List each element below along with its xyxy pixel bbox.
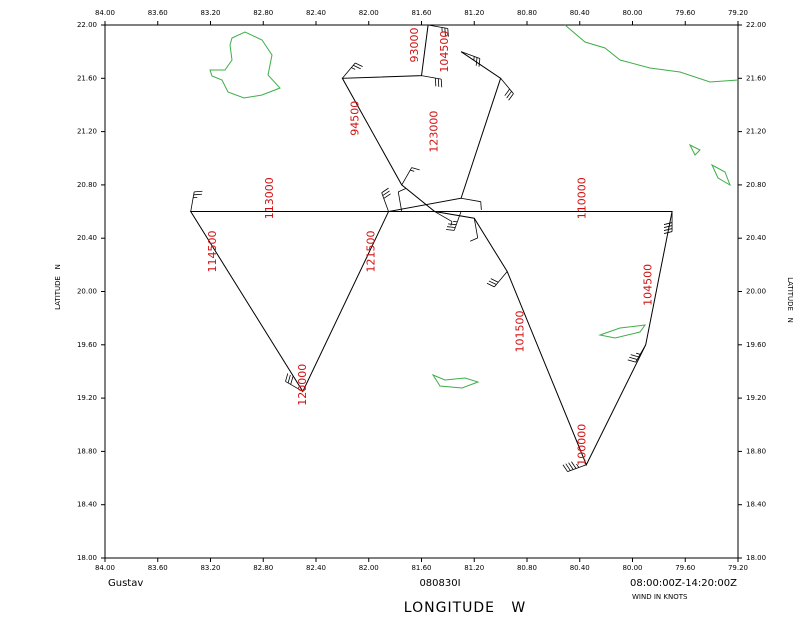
units-note: WIND IN KNOTS xyxy=(632,593,688,601)
y-tick-label: 21.20 xyxy=(77,128,97,136)
wind-barb xyxy=(470,218,479,242)
x-tick-label: 83.20 xyxy=(200,564,220,572)
time-label: 94500 xyxy=(349,101,362,136)
time-label: 104500 xyxy=(438,31,451,73)
x-tick-label: 84.00 xyxy=(95,564,115,572)
y-tick-label-right: 19.60 xyxy=(746,341,766,349)
y-axis-label: LATITUDE N xyxy=(54,264,62,310)
date-label: 080830I xyxy=(419,578,460,589)
wind-barb xyxy=(190,190,203,212)
wind-barb xyxy=(500,78,514,101)
time-label: 123000 xyxy=(428,111,441,153)
wind-barb xyxy=(663,211,673,234)
wind-barb xyxy=(428,24,449,37)
y-tick-label: 18.80 xyxy=(77,447,97,455)
x-tick-label: 81.60 xyxy=(411,564,431,572)
time-label: 110000 xyxy=(575,177,588,219)
time-range: 08:00:00Z-14:20:00Z xyxy=(630,578,737,589)
y-tick-label: 18.40 xyxy=(77,501,97,509)
y-tick-label: 21.60 xyxy=(77,74,97,82)
time-label: 100000 xyxy=(575,424,588,466)
x-tick-label-top: 83.60 xyxy=(148,9,168,17)
y-tick-label-right: 19.20 xyxy=(746,394,766,402)
wind-barb xyxy=(421,75,443,88)
x-tick-label-top: 82.80 xyxy=(253,9,273,17)
y-tick-label: 20.00 xyxy=(77,288,97,296)
x-tick-label-top: 82.40 xyxy=(306,9,326,17)
x-tick-label-top: 80.80 xyxy=(517,9,537,17)
x-tick-label: 83.60 xyxy=(148,564,168,572)
y-tick-label-right: 20.40 xyxy=(746,234,766,242)
x-tick-label: 82.40 xyxy=(306,564,326,572)
storm-name: Gustav xyxy=(108,578,143,589)
y-tick-label: 22.00 xyxy=(77,21,97,29)
x-tick-label-top: 81.20 xyxy=(464,9,484,17)
time-label: 114500 xyxy=(206,231,219,273)
wind-barb xyxy=(381,187,391,212)
y-tick-label: 20.40 xyxy=(77,234,97,242)
y-tick-label-right: 20.80 xyxy=(746,181,766,189)
x-tick-label: 80.40 xyxy=(570,564,590,572)
x-tick-label: 80.80 xyxy=(517,564,537,572)
x-tick-label-top: 82.00 xyxy=(359,9,379,17)
time-label: 121500 xyxy=(364,231,377,273)
y-tick-label-right: 20.00 xyxy=(746,288,766,296)
y-tick-label-right: 18.00 xyxy=(746,554,766,562)
x-tick-label: 82.00 xyxy=(359,564,379,572)
time-label: 113000 xyxy=(263,177,276,219)
wind-barb xyxy=(434,211,453,226)
y-tick-label-right: 22.00 xyxy=(746,21,766,29)
y-tick-label: 19.60 xyxy=(77,341,97,349)
y-tick-label-right: 18.40 xyxy=(746,501,766,509)
x-tick-label: 79.20 xyxy=(728,564,748,572)
x-tick-label-top: 79.20 xyxy=(728,9,748,17)
y-axis-label-right: LATITUDE N xyxy=(786,277,794,323)
x-tick-label: 81.20 xyxy=(464,564,484,572)
y-tick-label-right: 21.20 xyxy=(746,128,766,136)
time-label: 120000 xyxy=(296,364,309,406)
x-tick-label-top: 80.00 xyxy=(622,9,642,17)
x-tick-label-top: 83.20 xyxy=(200,9,220,17)
x-tick-label-top: 84.00 xyxy=(95,9,115,17)
y-tick-label-right: 21.60 xyxy=(746,74,766,82)
wind-barb xyxy=(562,461,587,472)
y-tick-label: 20.80 xyxy=(77,181,97,189)
wind-barb xyxy=(460,197,482,210)
y-tick-label-right: 18.80 xyxy=(746,447,766,455)
wind-barb xyxy=(445,211,462,231)
wind-barb xyxy=(627,344,647,363)
time-label: 93000 xyxy=(408,27,421,62)
x-tick-label-top: 81.60 xyxy=(411,9,431,17)
wind-barb xyxy=(401,167,420,186)
x-tick-label-top: 80.40 xyxy=(570,9,590,17)
wind-barb xyxy=(285,373,304,392)
wind-barb xyxy=(397,188,406,212)
wind-barb xyxy=(486,271,508,288)
wind-barb xyxy=(460,51,481,67)
x-tick-label: 79.60 xyxy=(675,564,695,572)
x-tick-label-top: 79.60 xyxy=(675,9,695,17)
x-tick-label: 80.00 xyxy=(622,564,642,572)
time-label: 104500 xyxy=(641,264,654,306)
x-axis-label: LONGITUDE W xyxy=(404,600,526,616)
y-tick-label: 19.20 xyxy=(77,394,97,402)
coastlines xyxy=(209,24,739,389)
time-label: 101500 xyxy=(513,310,526,352)
x-tick-label: 82.80 xyxy=(253,564,273,572)
flight-track xyxy=(189,24,673,466)
y-tick-label: 18.00 xyxy=(77,554,97,562)
wind-barb xyxy=(342,62,363,79)
